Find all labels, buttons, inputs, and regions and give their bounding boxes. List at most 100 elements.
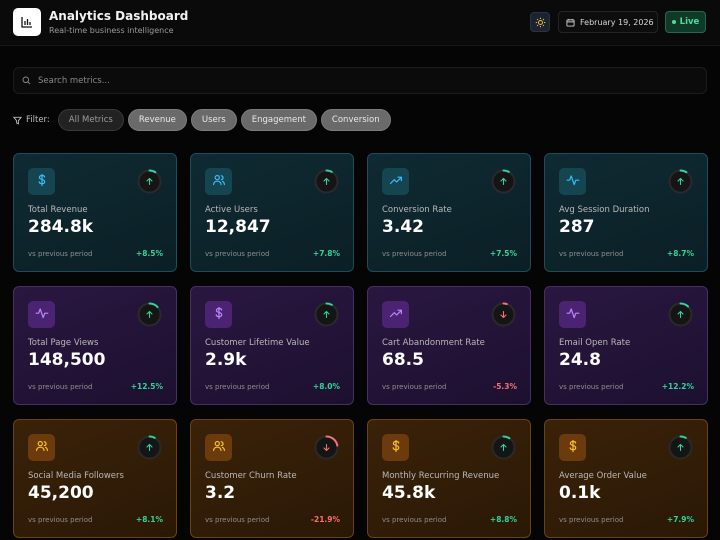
filter-chip-revenue[interactable]: Revenue: [127, 109, 187, 131]
trend-up-ring-icon: [668, 302, 693, 327]
metric-card[interactable]: Cart Abandonment Rate 68.5 vs previous p…: [367, 286, 531, 405]
metric-period: vs previous period: [382, 250, 447, 258]
metric-change: +8.8%: [489, 515, 517, 524]
metric-period: vs previous period: [559, 383, 624, 391]
metric-value: 287: [559, 217, 595, 237]
live-label: Live: [679, 17, 700, 27]
metric-change: +12.2%: [661, 382, 694, 391]
metric-label: Total Revenue: [28, 205, 88, 215]
metric-change: +7.8%: [312, 249, 340, 258]
metric-card[interactable]: Conversion Rate 3.42 vs previous period …: [367, 153, 531, 272]
metric-card[interactable]: Customer Churn Rate 3.2 vs previous peri…: [190, 419, 354, 538]
metric-icon-box: [28, 168, 55, 195]
trend-up-ring-icon: [314, 302, 339, 327]
metric-period: vs previous period: [205, 383, 270, 391]
metric-card[interactable]: Avg Session Duration 287 vs previous per…: [544, 153, 708, 272]
users-icon: [35, 438, 49, 457]
page-title: Analytics Dashboard: [49, 9, 189, 23]
trend-down-ring-icon: [314, 435, 339, 460]
metric-period: vs previous period: [28, 516, 93, 524]
metric-icon-box: [382, 168, 409, 195]
metric-card[interactable]: Total Page Views 148,500 vs previous per…: [13, 286, 177, 405]
theme-toggle-button[interactable]: [530, 12, 550, 32]
metric-label: Average Order Value: [559, 471, 647, 481]
dollar-icon: [389, 438, 403, 457]
metric-change: +7.5%: [489, 249, 517, 258]
metric-icon-box: [559, 168, 586, 195]
filter-label-text: Filter:: [26, 115, 50, 125]
metric-label: Total Page Views: [28, 338, 99, 348]
metric-value: 45.8k: [382, 483, 436, 503]
filter-chip-users[interactable]: Users: [190, 109, 237, 131]
date-display[interactable]: February 19, 2026: [558, 11, 658, 33]
trend-up-ring-icon: [668, 169, 693, 194]
sun-icon: [535, 17, 545, 27]
metric-change: +8.0%: [312, 382, 340, 391]
trending-up-icon: [389, 305, 403, 324]
users-icon: [212, 172, 226, 191]
trend-up-ring-icon: [668, 435, 693, 460]
metric-period: vs previous period: [28, 383, 93, 391]
metric-card[interactable]: Customer Lifetime Value 2.9k vs previous…: [190, 286, 354, 405]
metric-card[interactable]: Average Order Value 0.1k vs previous per…: [544, 419, 708, 538]
metric-period: vs previous period: [559, 516, 624, 524]
metric-label: Cart Abandonment Rate: [382, 338, 485, 348]
metric-value: 12,847: [205, 217, 271, 237]
metric-label: Conversion Rate: [382, 205, 452, 215]
metric-label: Monthly Recurring Revenue: [382, 471, 500, 481]
search-bar: [13, 67, 707, 94]
top-header: Analytics Dashboard Real-time business i…: [0, 0, 720, 46]
metric-period: vs previous period: [382, 516, 447, 524]
metric-icon-box: [28, 301, 55, 328]
metric-card[interactable]: Email Open Rate 24.8 vs previous period …: [544, 286, 708, 405]
filter-label: Filter:: [13, 115, 50, 125]
metrics-grid: Total Revenue 284.8k vs previous period …: [13, 153, 708, 538]
metric-period: vs previous period: [559, 250, 624, 258]
filter-bar: Filter: All Metrics Revenue Users Engagemen…: [13, 109, 391, 131]
metric-value: 45,200: [28, 483, 94, 503]
metric-label: Social Media Followers: [28, 471, 124, 481]
metric-value: 2.9k: [205, 350, 247, 370]
filter-chip-conversion[interactable]: Conversion: [320, 109, 391, 131]
trend-up-ring-icon: [137, 302, 162, 327]
dollar-icon: [566, 438, 580, 457]
trend-up-ring-icon: [491, 435, 516, 460]
users-icon: [212, 438, 226, 457]
metric-period: vs previous period: [28, 250, 93, 258]
metric-icon-box: [559, 301, 586, 328]
metric-icon-box: [205, 301, 232, 328]
metric-label: Avg Session Duration: [559, 205, 650, 215]
metric-change: +12.5%: [130, 382, 163, 391]
metric-icon-box: [382, 301, 409, 328]
metric-label: Email Open Rate: [559, 338, 631, 348]
metric-value: 3.2: [205, 483, 236, 503]
filter-chip-all-metrics[interactable]: All Metrics: [57, 109, 124, 131]
trend-up-ring-icon: [137, 435, 162, 460]
metric-card[interactable]: Total Revenue 284.8k vs previous period …: [13, 153, 177, 272]
metric-icon-box: [559, 434, 586, 461]
activity-icon: [566, 305, 580, 324]
calendar-icon: [566, 18, 575, 27]
search-icon: [22, 76, 31, 85]
filter-chip-engagement[interactable]: Engagement: [240, 109, 317, 131]
metric-value: 68.5: [382, 350, 424, 370]
metric-label: Active Users: [205, 205, 258, 215]
metric-change: +8.5%: [135, 249, 163, 258]
metric-card[interactable]: Social Media Followers 45,200 vs previou…: [13, 419, 177, 538]
live-status-badge: Live: [665, 11, 706, 33]
metric-period: vs previous period: [382, 383, 447, 391]
metric-icon-box: [205, 434, 232, 461]
trending-up-icon: [389, 172, 403, 191]
metric-icon-box: [28, 434, 55, 461]
metric-change: +8.7%: [666, 249, 694, 258]
trend-down-ring-icon: [491, 302, 516, 327]
metric-value: 3.42: [382, 217, 424, 237]
metric-change: +7.9%: [666, 515, 694, 524]
date-text: February 19, 2026: [580, 17, 654, 27]
trend-up-ring-icon: [491, 169, 516, 194]
search-input[interactable]: [38, 75, 638, 86]
metric-card[interactable]: Active Users 12,847 vs previous period +…: [190, 153, 354, 272]
dollar-icon: [35, 172, 49, 191]
filter-icon: [13, 116, 22, 125]
metric-card[interactable]: Monthly Recurring Revenue 45.8k vs previ…: [367, 419, 531, 538]
